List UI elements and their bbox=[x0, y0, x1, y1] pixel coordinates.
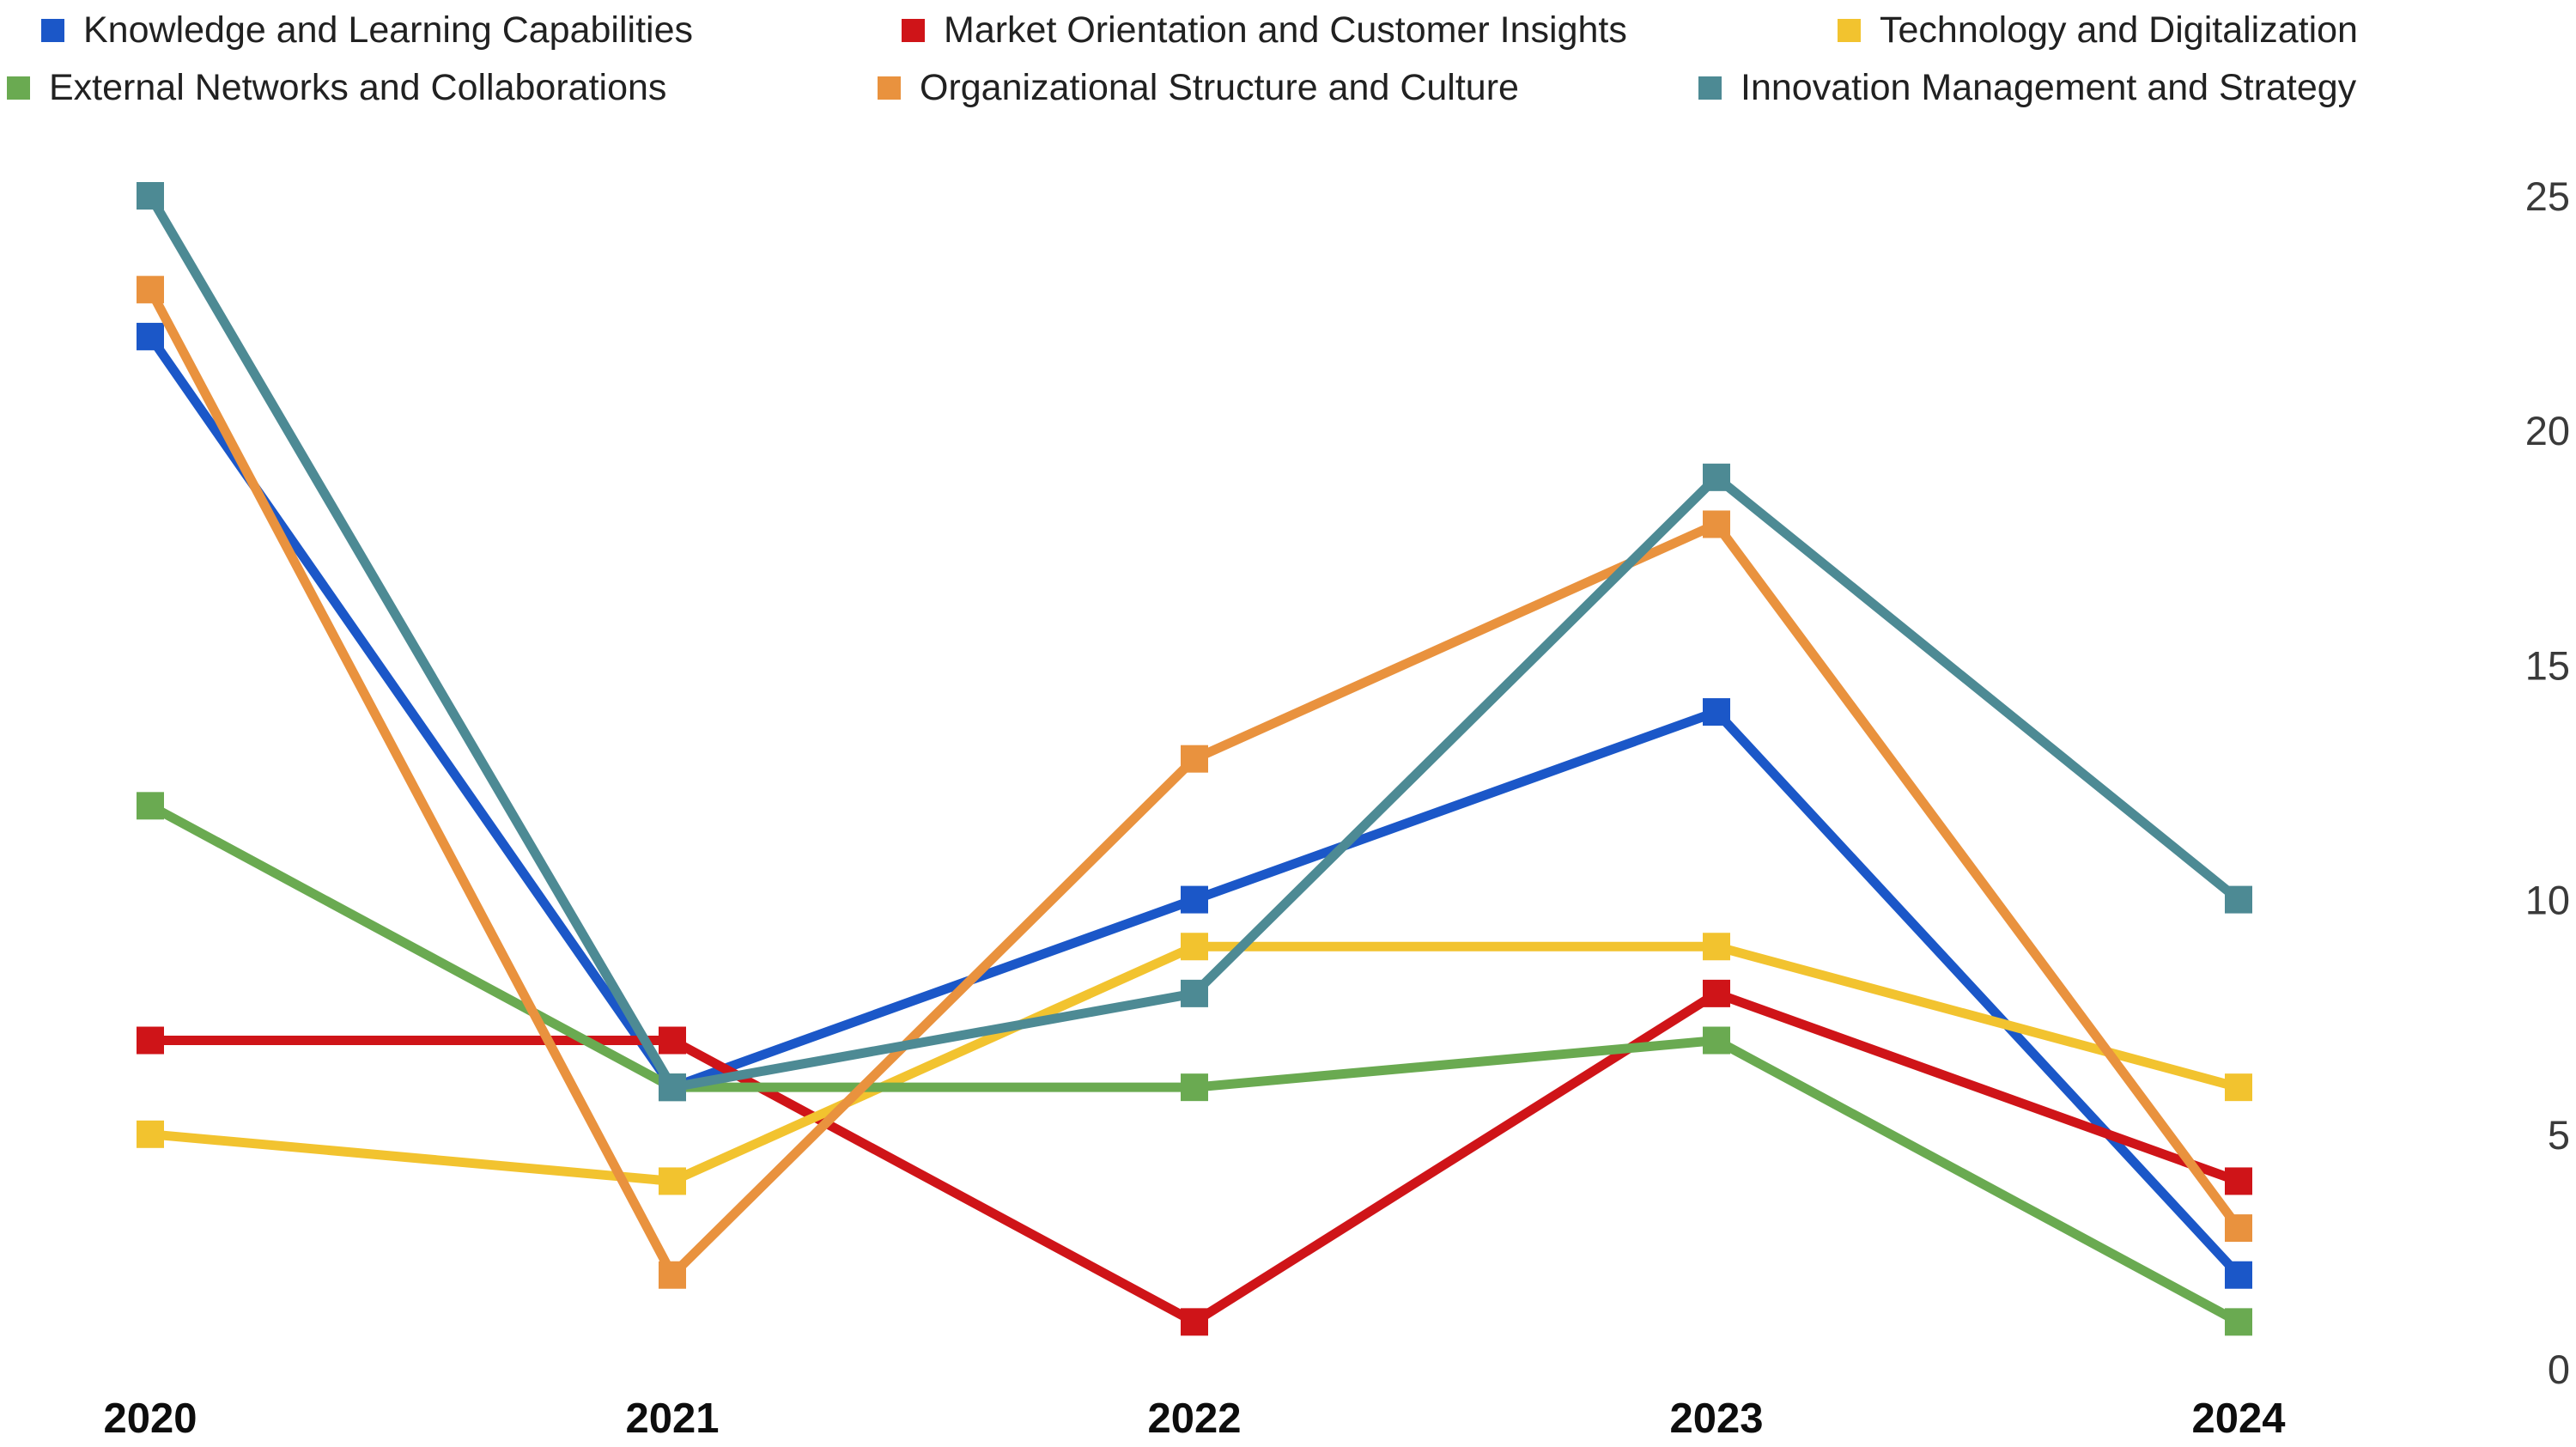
data-point-marker[interactable] bbox=[137, 182, 164, 210]
legend-label: Knowledge and Learning Capabilities bbox=[83, 9, 694, 51]
legend-label: Organizational Structure and Culture bbox=[920, 66, 1519, 108]
legend-item[interactable]: Knowledge and Learning Capabilities bbox=[41, 9, 693, 52]
data-point-marker[interactable] bbox=[659, 1261, 686, 1289]
legend-item[interactable]: Market Orientation and Customer Insights bbox=[902, 9, 1627, 52]
legend-swatch-icon bbox=[1838, 18, 1861, 42]
y-axis-tick-label: 0 bbox=[2548, 1347, 2570, 1392]
y-axis-tick-label: 5 bbox=[2548, 1112, 2570, 1158]
data-point-marker[interactable] bbox=[1181, 979, 1208, 1007]
data-point-marker[interactable] bbox=[1181, 745, 1208, 773]
data-point-marker[interactable] bbox=[1703, 510, 1730, 538]
data-point-marker[interactable] bbox=[2225, 1214, 2252, 1243]
data-point-marker[interactable] bbox=[1703, 463, 1730, 491]
legend-swatch-icon bbox=[1698, 76, 1722, 100]
legend-label: Market Orientation and Customer Insights bbox=[944, 9, 1627, 51]
x-axis-tick-label: 2021 bbox=[625, 1395, 719, 1442]
data-point-marker[interactable] bbox=[2225, 885, 2252, 914]
data-point-marker[interactable] bbox=[2225, 1073, 2252, 1102]
data-point-marker[interactable] bbox=[1181, 933, 1208, 961]
legend-label: Innovation Management and Strategy bbox=[1741, 66, 2357, 108]
data-point-marker[interactable] bbox=[137, 1120, 164, 1148]
legend-label: Technology and Digitalization bbox=[1880, 9, 2358, 51]
data-point-marker[interactable] bbox=[1181, 885, 1208, 914]
x-axis-tick-label: 2022 bbox=[1147, 1395, 1241, 1442]
x-axis-tick-label: 2023 bbox=[1669, 1395, 1763, 1442]
legend: Knowledge and Learning Capabilities Marke… bbox=[0, 0, 2576, 129]
legend-swatch-icon bbox=[7, 76, 30, 100]
data-point-marker[interactable] bbox=[1703, 698, 1730, 727]
data-point-marker[interactable] bbox=[137, 276, 164, 304]
legend-item[interactable]: Innovation Management and Strategy bbox=[1698, 66, 2356, 109]
data-point-marker[interactable] bbox=[1181, 1308, 1208, 1336]
data-point-marker[interactable] bbox=[2225, 1308, 2252, 1336]
legend-swatch-icon bbox=[878, 76, 901, 100]
data-point-marker[interactable] bbox=[659, 1073, 686, 1102]
data-point-marker[interactable] bbox=[1703, 979, 1730, 1007]
y-axis-tick-label: 15 bbox=[2525, 642, 2570, 688]
data-point-marker[interactable] bbox=[1703, 1026, 1730, 1055]
data-point-marker[interactable] bbox=[1181, 1073, 1208, 1102]
data-point-marker[interactable] bbox=[2225, 1167, 2252, 1195]
y-axis-tick-label: 20 bbox=[2525, 408, 2570, 453]
legend-item[interactable]: External Networks and Collaborations bbox=[7, 66, 666, 109]
legend-label: External Networks and Collaborations bbox=[49, 66, 667, 108]
data-point-marker[interactable] bbox=[659, 1026, 686, 1055]
data-point-marker[interactable] bbox=[137, 792, 164, 820]
data-point-marker[interactable] bbox=[137, 1026, 164, 1055]
x-axis-tick-label: 2020 bbox=[103, 1395, 197, 1442]
data-point-marker[interactable] bbox=[2225, 1261, 2252, 1289]
data-point-marker[interactable] bbox=[1703, 933, 1730, 961]
y-axis-tick-label: 10 bbox=[2525, 878, 2570, 923]
x-axis-tick-label: 2024 bbox=[2191, 1395, 2285, 1442]
data-point-marker[interactable] bbox=[659, 1167, 686, 1195]
legend-item[interactable]: Organizational Structure and Culture bbox=[878, 66, 1519, 109]
y-axis-tick-label: 25 bbox=[2525, 173, 2570, 219]
legend-item[interactable]: Technology and Digitalization bbox=[1838, 9, 2358, 52]
legend-swatch-icon bbox=[41, 18, 64, 42]
legend-swatch-icon bbox=[902, 18, 925, 42]
data-point-marker[interactable] bbox=[137, 322, 164, 350]
